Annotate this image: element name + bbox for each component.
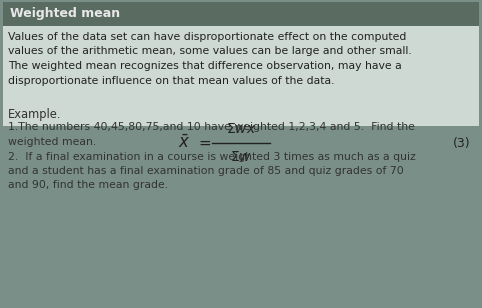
Text: The weighted mean recognizes that difference observation, may have a: The weighted mean recognizes that differ… <box>8 61 402 71</box>
Text: (3): (3) <box>453 136 470 149</box>
Text: disproportionate influence on that mean values of the data.: disproportionate influence on that mean … <box>8 75 335 86</box>
Text: Example.: Example. <box>8 108 62 121</box>
Text: weighted mean.: weighted mean. <box>8 137 96 147</box>
Text: 2.  If a final examination in a course is weighted 3 times as much as a quiz: 2. If a final examination in a course is… <box>8 152 416 161</box>
Text: and a student has a final examination grade of 85 and quiz grades of 70: and a student has a final examination gr… <box>8 166 404 176</box>
Text: values of the arithmetic mean, some values can be large and other small.: values of the arithmetic mean, some valu… <box>8 47 412 56</box>
Text: $\Sigma wx$: $\Sigma wx$ <box>226 122 256 136</box>
Text: Values of the data set can have disproportionate effect on the computed: Values of the data set can have dispropo… <box>8 32 406 42</box>
Text: Weighted mean: Weighted mean <box>10 7 120 21</box>
Text: and 90, find the mean grade.: and 90, find the mean grade. <box>8 180 168 191</box>
Text: =: = <box>198 136 211 151</box>
Text: 1.The numbers 40,45,80,75,and 10 have weighted 1,2,3,4 and 5.  Find the: 1.The numbers 40,45,80,75,and 10 have we… <box>8 123 415 132</box>
Text: $\bar{x}$: $\bar{x}$ <box>177 134 190 152</box>
FancyBboxPatch shape <box>3 2 479 26</box>
Text: $\Sigma w$: $\Sigma w$ <box>230 150 252 164</box>
FancyBboxPatch shape <box>3 26 479 126</box>
